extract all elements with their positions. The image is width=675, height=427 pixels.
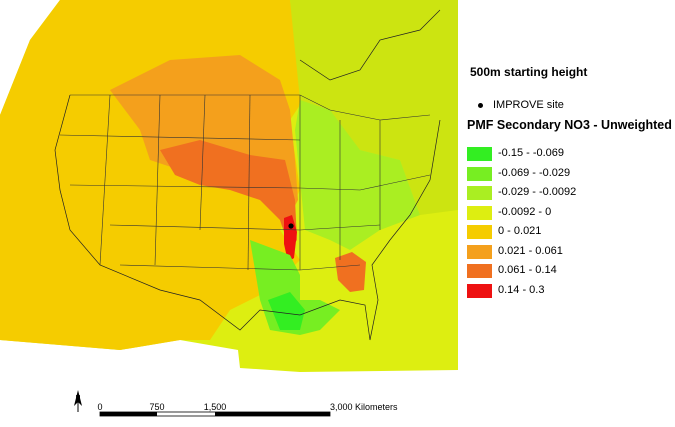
scale-tick-3000: 3,000 Kilometers xyxy=(330,402,398,412)
legend-label: -0.0092 - 0 xyxy=(498,205,552,218)
improve-site-marker xyxy=(288,223,294,229)
east-green-zone xyxy=(295,100,420,250)
coastlines xyxy=(54,9,441,341)
southeast-orange-patch xyxy=(335,252,366,292)
legend-label: -0.029 - -0.0092 xyxy=(498,186,577,198)
legend-label: 0.021 - 0.061 xyxy=(498,244,563,257)
legend-swatch xyxy=(467,225,492,239)
map-subtitle: 500m starting height xyxy=(470,65,588,79)
legend-swatch xyxy=(467,147,492,161)
scale-tick-1500: 1,500 xyxy=(204,402,227,412)
site-legend-row: IMPROVE site xyxy=(478,99,564,111)
site-dot-icon xyxy=(478,102,483,108)
red-hotspot xyxy=(284,215,297,262)
legend-panel xyxy=(458,0,675,427)
scale-tick-750: 750 xyxy=(149,402,164,412)
legend-swatch xyxy=(467,186,492,200)
north-arrow-icon: N xyxy=(74,390,82,412)
concentration-map xyxy=(0,0,458,372)
site-label: IMPROVE site xyxy=(493,99,564,111)
scale-bar-area: N 0 750 1,500 3,000 Kilometers xyxy=(74,390,398,417)
scale-tick-0: 0 xyxy=(97,402,102,412)
legend-label: 0.14 - 0.3 xyxy=(498,283,545,296)
legend-title: PMF Secondary NO3 - Unweighted xyxy=(467,118,672,132)
legend-label: -0.15 - -0.069 xyxy=(498,147,565,159)
legend-label: 0 - 0.021 xyxy=(498,225,542,237)
legend-swatch xyxy=(467,205,492,220)
legend-swatch xyxy=(467,264,492,278)
legend-swatch xyxy=(467,166,492,181)
legend-label: -0.069 - -0.029 xyxy=(498,166,571,179)
legend-swatch xyxy=(467,283,492,298)
gulf-bright-green xyxy=(268,292,305,330)
state-borders xyxy=(59,94,431,271)
legend-label: 0.061 - 0.14 xyxy=(498,264,557,276)
north-label: N xyxy=(75,395,80,402)
core-darkorange-zone xyxy=(160,140,297,250)
legend-swatch xyxy=(467,244,492,259)
northeast-zone xyxy=(290,0,458,215)
